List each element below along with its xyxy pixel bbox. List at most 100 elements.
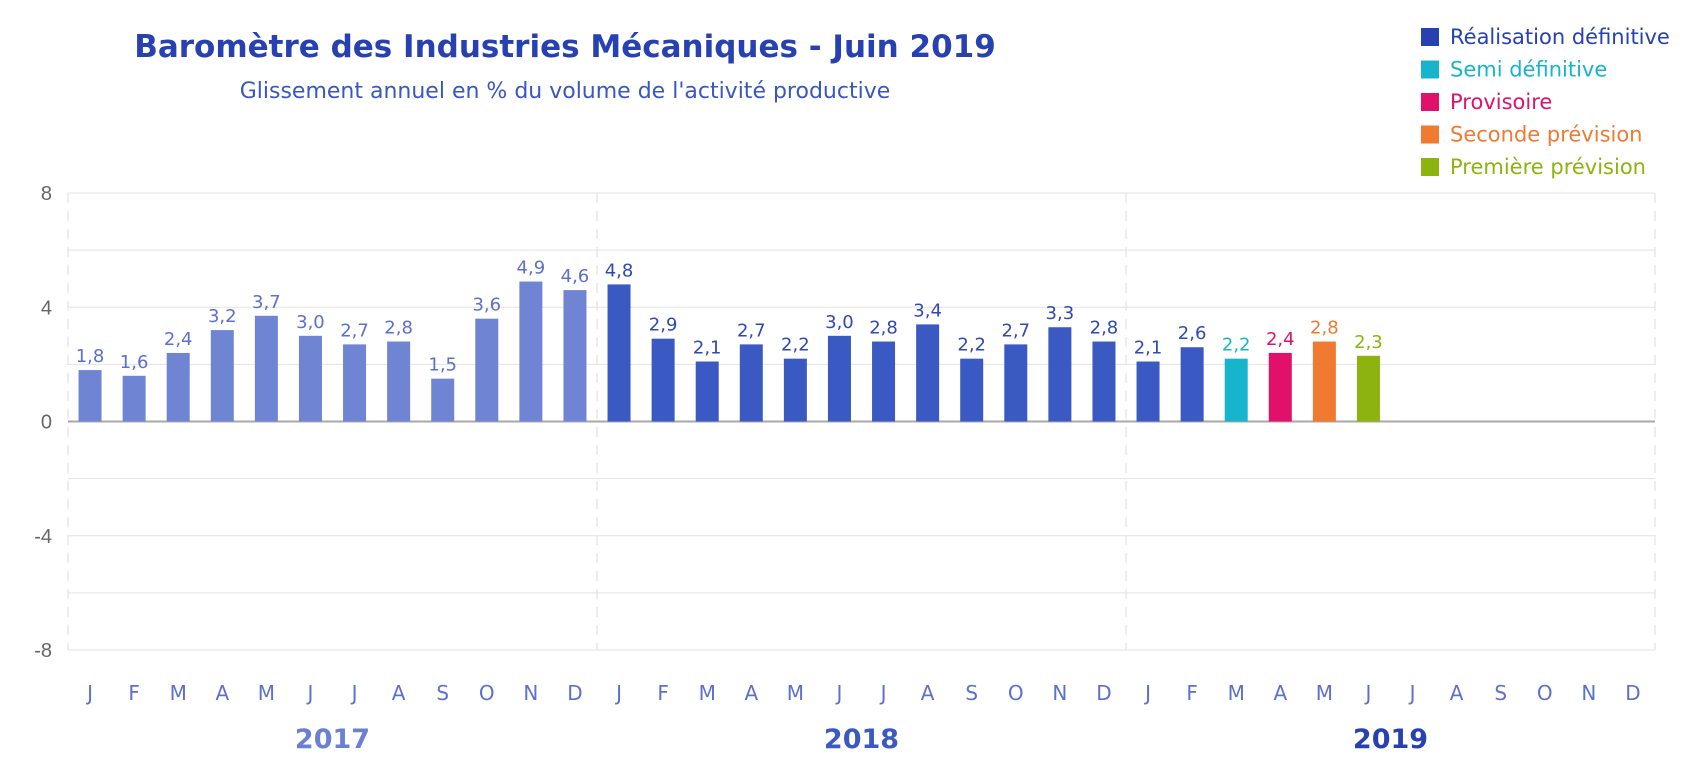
bar <box>916 324 940 422</box>
month-label: J <box>1364 681 1372 705</box>
legend-label-semi: Semi définitive <box>1450 58 1607 82</box>
bar <box>475 318 499 422</box>
legend-swatch-prov <box>1421 93 1439 111</box>
bar-value-label: 4,9 <box>517 258 546 279</box>
bar-value-label: 2,8 <box>384 318 413 339</box>
bar-value-label: 2,4 <box>164 329 193 350</box>
month-label: N <box>1581 681 1596 705</box>
bar-value-label: 2,4 <box>1266 329 1295 350</box>
month-label: F <box>128 681 140 705</box>
bar-value-label: 3,7 <box>252 292 281 313</box>
x-axis-years: 2017 2018 2019 <box>295 724 1428 755</box>
y-tick-label: 0 <box>41 412 52 434</box>
bars <box>78 281 1380 422</box>
month-label: O <box>1537 681 1553 705</box>
month-label: S <box>1494 681 1507 705</box>
bar-labels: 1,8 1,6 2,4 3,2 3,7 3,0 2,7 2,8 1,5 3,6 4,9 4,6 4,8 2… <box>76 258 1383 376</box>
month-label: A <box>392 681 406 705</box>
month-label: D <box>1625 681 1640 705</box>
month-label: O <box>1008 681 1024 705</box>
bar <box>872 341 896 422</box>
bar <box>607 284 631 422</box>
legend-label-prem: Première prévision <box>1450 155 1646 179</box>
month-label: M <box>699 681 716 705</box>
bar-value-label: 2,2 <box>957 335 986 356</box>
bar-value-label: 4,8 <box>605 260 634 281</box>
bar <box>1312 341 1336 422</box>
bar <box>166 352 190 422</box>
month-label: S <box>436 681 449 705</box>
bar-value-label: 2,3 <box>1354 332 1383 353</box>
legend-label-def: Réalisation définitive <box>1450 25 1670 49</box>
month-label: J <box>614 681 622 705</box>
month-label: F <box>1186 681 1198 705</box>
legend-swatch-def <box>1421 28 1439 46</box>
month-label: N <box>523 681 538 705</box>
month-label: M <box>258 681 275 705</box>
month-label: J <box>1408 681 1416 705</box>
bar <box>563 290 587 422</box>
month-label: A <box>1450 681 1464 705</box>
month-label: J <box>1143 681 1151 705</box>
month-label: M <box>787 681 804 705</box>
month-label: M <box>1316 681 1333 705</box>
bar-value-label: 2,7 <box>340 320 369 341</box>
bar-value-label: 3,3 <box>1046 303 1075 324</box>
legend-swatch-sec <box>1421 125 1439 144</box>
grid <box>67 192 1656 651</box>
bar <box>387 341 411 422</box>
bar <box>1136 361 1160 422</box>
legend-swatch-semi <box>1421 60 1439 79</box>
bar <box>519 281 543 422</box>
month-label: J <box>879 681 887 705</box>
bar <box>827 335 851 422</box>
month-label: A <box>921 681 935 705</box>
bar <box>298 335 322 422</box>
bar-value-label: 3,0 <box>825 312 854 333</box>
bar <box>254 315 278 422</box>
legend-label-sec: Seconde prévision <box>1450 123 1643 147</box>
bar-value-label: 2,8 <box>869 318 898 339</box>
y-tick-label: 8 <box>41 183 52 205</box>
month-label: A <box>744 681 758 705</box>
month-label: D <box>1096 681 1111 705</box>
bar <box>210 330 234 422</box>
bar-value-label: 2,1 <box>693 338 722 359</box>
legend-label-prov: Provisoire <box>1450 90 1552 114</box>
bar-value-label: 3,4 <box>913 300 942 321</box>
bar-value-label: 2,6 <box>1178 323 1207 344</box>
bar <box>651 338 675 422</box>
bar-value-label: 2,9 <box>649 315 678 336</box>
bar-value-label: 3,2 <box>208 306 237 327</box>
month-label: S <box>965 681 978 705</box>
bar-value-label: 2,2 <box>781 335 810 356</box>
y-tick-label: -4 <box>34 526 52 548</box>
bar <box>122 375 146 422</box>
bar <box>783 358 807 422</box>
bar-value-label: 2,8 <box>1310 318 1339 339</box>
month-label: J <box>306 681 314 705</box>
bar <box>1356 355 1380 422</box>
month-label: N <box>1052 681 1067 705</box>
y-tick-label: -8 <box>34 640 52 662</box>
month-label: J <box>85 681 93 705</box>
chart-subtitle: Glissement annuel en % du volume de l'ac… <box>240 79 891 104</box>
bar-value-label: 2,1 <box>1134 338 1163 359</box>
bar <box>1224 358 1248 422</box>
bar <box>1048 327 1072 422</box>
month-label: D <box>567 681 582 705</box>
month-label: A <box>215 681 229 705</box>
bar-value-label: 2,7 <box>1001 320 1030 341</box>
bar-value-label: 1,5 <box>428 355 457 376</box>
bar <box>431 378 455 422</box>
bar-value-label: 1,6 <box>120 352 149 373</box>
legend-swatch-prem <box>1421 158 1439 176</box>
bar <box>343 344 367 422</box>
legend: Réalisation définitive Semi définitive Pro… <box>1421 25 1670 179</box>
month-label: A <box>1273 681 1287 705</box>
bar <box>1268 352 1292 422</box>
year-label-2017: 2017 <box>295 724 370 755</box>
bar-value-label: 2,2 <box>1222 335 1251 356</box>
